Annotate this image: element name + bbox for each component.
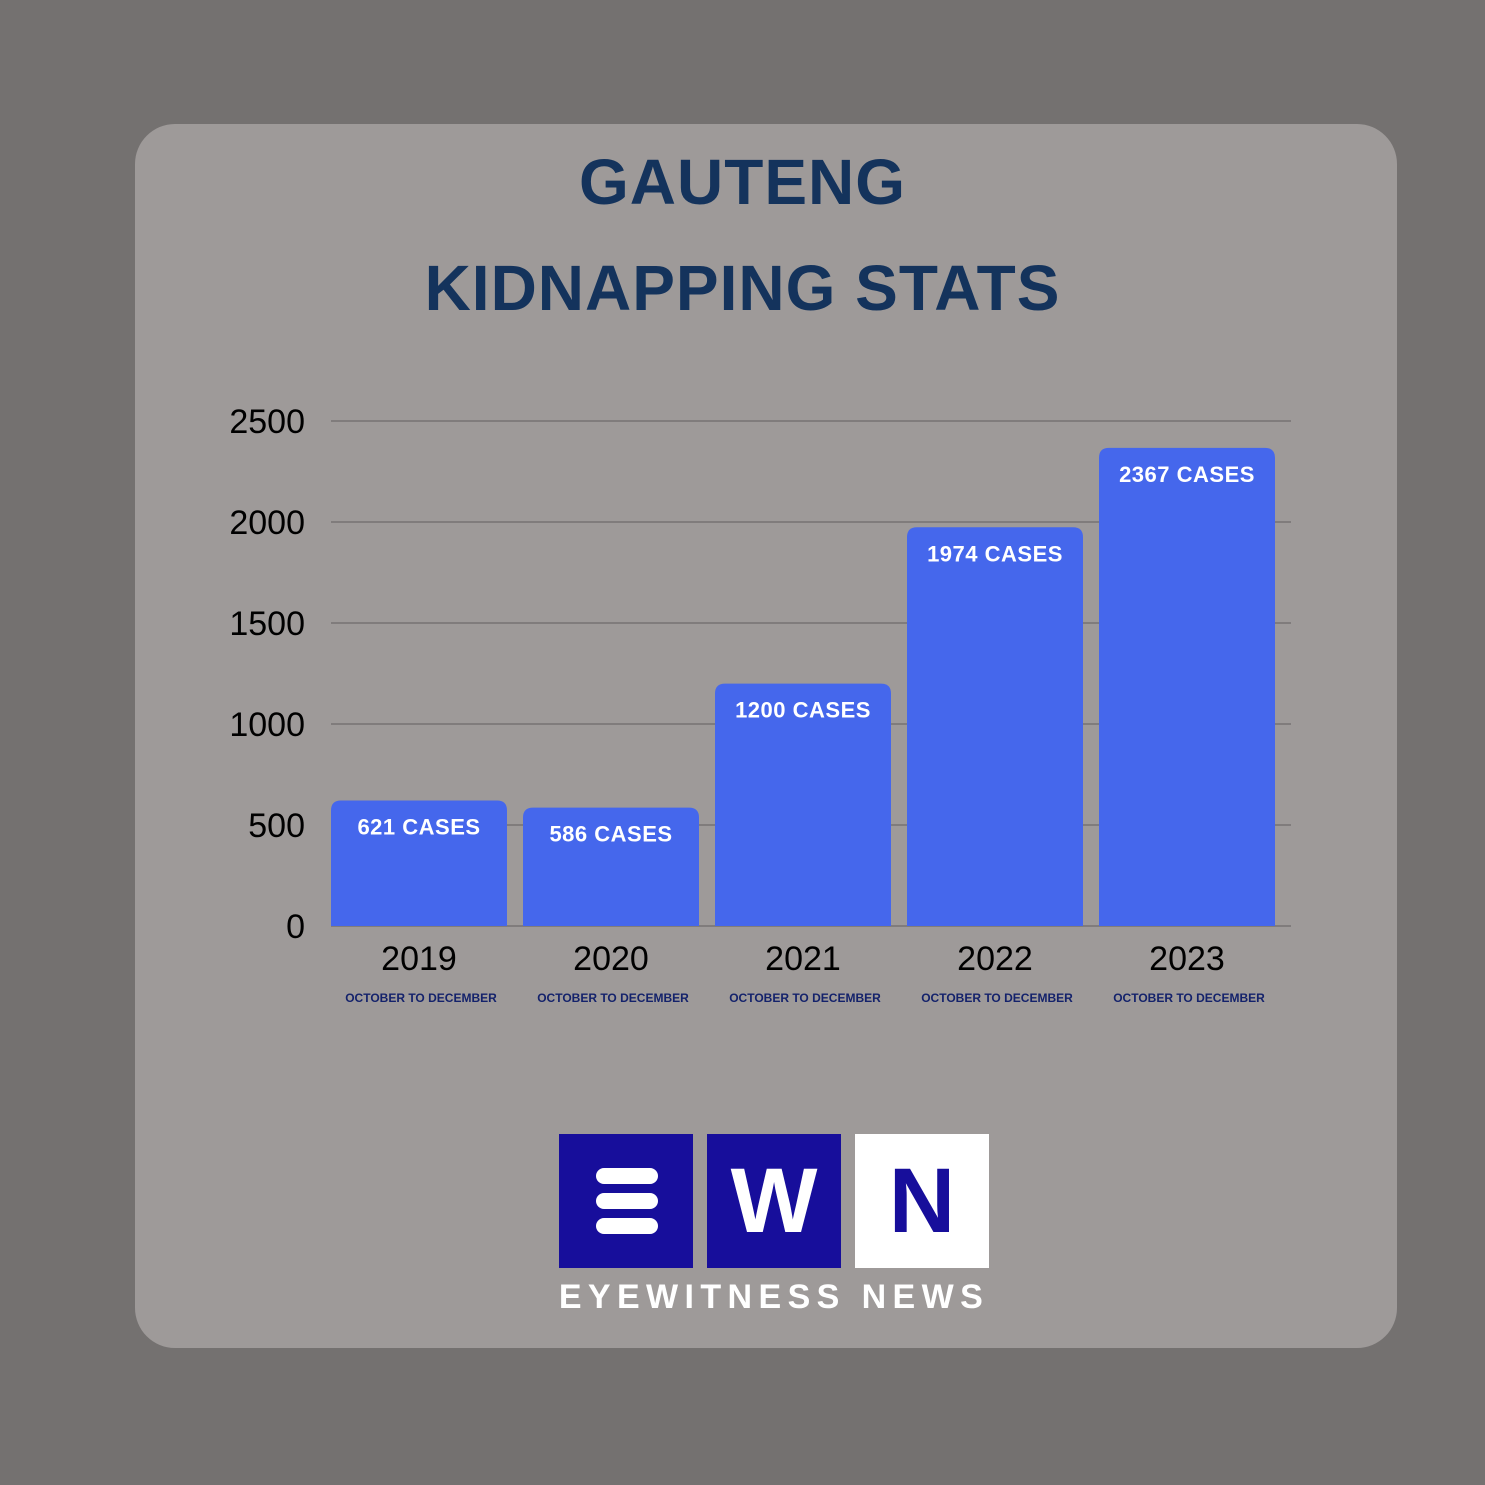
x-tick-label: 2022 (957, 940, 1033, 978)
bar-data-label: 1974 CASES (927, 541, 1063, 566)
logo-n-tile: N (855, 1134, 989, 1268)
y-axis-ticks: 0 500 1000 1500 2000 2500 (229, 403, 305, 946)
y-tick-label: 1500 (229, 605, 305, 643)
x-tick-sublabel: OCTOBER TO DECEMBER (537, 991, 689, 1005)
logo-letter-n: N (888, 1150, 956, 1252)
x-tick-sublabel: OCTOBER TO DECEMBER (921, 991, 1073, 1005)
x-tick-label: 2019 (381, 940, 457, 978)
x-tick-sublabel: OCTOBER TO DECEMBER (729, 991, 881, 1005)
logo-e-tile (559, 1134, 693, 1268)
bar (715, 683, 891, 926)
bars: 621 CASES 586 CASES 1200 CASES 1974 CASES 23… (331, 447, 1275, 926)
y-tick-label: 500 (248, 807, 305, 845)
y-tick-label: 0 (286, 908, 305, 946)
y-tick-label: 2000 (229, 504, 305, 542)
x-tick-sublabel: OCTOBER TO DECEMBER (345, 991, 497, 1005)
bar-data-label: 1200 CASES (735, 698, 871, 723)
bar (907, 527, 1083, 926)
logo-letter-w: W (730, 1150, 818, 1252)
y-tick-label: 1000 (229, 706, 305, 744)
bar-data-label: 621 CASES (357, 815, 480, 840)
bar (1099, 447, 1275, 926)
logo-w-tile: W (707, 1134, 841, 1268)
bar (523, 807, 699, 926)
y-tick-label: 2500 (229, 403, 305, 441)
bar (331, 800, 507, 926)
chart-title-line-1: GAUTENG (579, 146, 906, 218)
chart-title-line-2: KIDNAPPING STATS (424, 252, 1061, 324)
x-tick-label: 2020 (573, 940, 649, 978)
x-axis-ticks: 2019 OCTOBER TO DECEMBER 2020 OCTOBER TO DE… (345, 940, 1265, 1005)
bar-data-label: 2367 CASES (1119, 462, 1255, 487)
x-tick-label: 2023 (1149, 940, 1225, 978)
ewn-logo: W N EYEWITNESS NEWS (558, 1134, 990, 1314)
logo-subtitle: EYEWITNESS NEWS (558, 1278, 990, 1316)
x-tick-label: 2021 (765, 940, 841, 978)
x-tick-sublabel: OCTOBER TO DECEMBER (1113, 991, 1265, 1005)
bar-data-label: 586 CASES (549, 822, 672, 847)
